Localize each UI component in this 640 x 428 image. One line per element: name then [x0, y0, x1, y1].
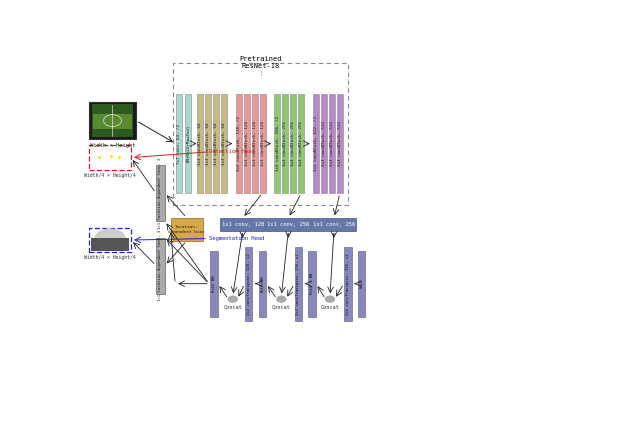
Bar [89, 228, 131, 253]
Text: 3x3 convBlock, 128: 3x3 convBlock, 128 [244, 121, 249, 166]
Bar [92, 238, 129, 251]
Bar [89, 145, 131, 170]
Bar [176, 94, 182, 193]
Bar [93, 114, 132, 129]
Bar [266, 218, 310, 231]
Bar [344, 247, 351, 321]
Text: ResNet-18: ResNet-18 [241, 63, 280, 69]
Text: 1×1 location-dependent Conv, 3: 1×1 location-dependent Conv, 3 [158, 230, 163, 301]
Bar [156, 165, 165, 221]
Bar [358, 251, 365, 317]
Bar [245, 247, 252, 321]
Bar [291, 94, 296, 193]
Text: location-
dependent bias: location- dependent bias [168, 225, 205, 234]
Text: Concat: Concat [223, 305, 242, 309]
Bar [252, 94, 257, 193]
Bar [173, 63, 348, 205]
Circle shape [277, 296, 286, 302]
Text: 2x2 convTranspose, 128, x2: 2x2 convTranspose, 128, x2 [246, 253, 251, 315]
Text: BN+ReLU+MaxPool: BN+ReLU+MaxPool [186, 125, 190, 162]
Bar [92, 104, 133, 137]
Bar [236, 94, 242, 193]
Bar [321, 94, 327, 193]
Bar [156, 238, 165, 294]
Circle shape [326, 296, 335, 302]
Bar [282, 94, 288, 193]
Text: 3x3 convBlock, 256: 3x3 convBlock, 256 [300, 121, 303, 166]
Bar [197, 94, 203, 193]
Text: 3x3 convBlock, 128, /2: 3x3 convBlock, 128, /2 [237, 116, 241, 171]
Text: 1x1 conv, 128: 1x1 conv, 128 [221, 222, 264, 227]
Text: 3x3 convBlock, 256: 3x3 convBlock, 256 [291, 121, 295, 166]
Bar [170, 218, 203, 241]
Bar [313, 94, 319, 193]
Text: Concat: Concat [321, 305, 339, 309]
Text: Width/4 × Height/4: Width/4 × Height/4 [84, 255, 136, 260]
Circle shape [228, 296, 237, 302]
Text: Segmentation Head: Segmentation Head [209, 236, 264, 241]
Text: ReLU + BN: ReLU + BN [310, 273, 314, 294]
Text: 7x7 conv, 64, /2: 7x7 conv, 64, /2 [177, 124, 181, 163]
Text: 3x3 convBlock, 64: 3x3 convBlock, 64 [222, 122, 226, 165]
Bar [213, 94, 219, 193]
Text: Concat: Concat [272, 305, 291, 309]
Text: 3x3 convBlock, 512: 3x3 convBlock, 512 [338, 121, 342, 166]
Text: 3x3 convBlock, 64: 3x3 convBlock, 64 [206, 122, 210, 165]
Bar [298, 94, 304, 193]
Bar [308, 251, 316, 317]
Text: ReLU: ReLU [360, 279, 364, 288]
Wedge shape [94, 229, 125, 239]
Bar [337, 94, 343, 193]
Text: Pretrained: Pretrained [239, 56, 282, 62]
Text: 1x1 conv, 256: 1x1 conv, 256 [313, 222, 355, 227]
Text: 1x1 conv, 256: 1x1 conv, 256 [267, 222, 310, 227]
Text: 3x3 convBlock, 512: 3x3 convBlock, 512 [330, 121, 334, 166]
Text: Width/4 × Height/4: Width/4 × Height/4 [84, 173, 136, 178]
Bar [260, 94, 266, 193]
Bar [221, 94, 227, 193]
Bar [205, 94, 211, 193]
Text: ReLU BN: ReLU BN [212, 275, 216, 292]
Text: 2x2 convTranspose, 256, x2: 2x2 convTranspose, 256, x2 [296, 253, 300, 315]
Text: ReLU+BN: ReLU+BN [260, 275, 264, 292]
Text: 3x3 convBlock, 512: 3x3 convBlock, 512 [322, 121, 326, 166]
Bar [259, 251, 266, 317]
Bar [329, 94, 335, 193]
Text: Detection Head: Detection Head [209, 149, 255, 155]
Text: 3x3 convBlock, 256, /2: 3x3 convBlock, 256, /2 [275, 116, 280, 171]
Text: 1×1 location-dependent Conv, 3: 1×1 location-dependent Conv, 3 [158, 158, 163, 229]
Bar [210, 251, 218, 317]
Text: Width × Height: Width × Height [90, 143, 135, 148]
Bar [244, 94, 250, 193]
Text: 3x3 convBlock, 512, /2: 3x3 convBlock, 512, /2 [314, 116, 318, 171]
Bar [275, 94, 280, 193]
Bar [185, 94, 191, 193]
Bar [294, 247, 302, 321]
Text: 3x3 convBlock, 128: 3x3 convBlock, 128 [260, 121, 264, 166]
Text: 3x3 convBlock, 256: 3x3 convBlock, 256 [284, 121, 287, 166]
Bar [220, 218, 265, 231]
Bar [89, 102, 136, 139]
Text: 3x3 convBlock, 128: 3x3 convBlock, 128 [253, 121, 257, 166]
Text: 3x3 convBlock, 64: 3x3 convBlock, 64 [198, 122, 202, 165]
Text: 3x3 convBlock, 64: 3x3 convBlock, 64 [214, 122, 218, 165]
Text: 2x2 convTranspose, 256, x2: 2x2 convTranspose, 256, x2 [346, 253, 350, 315]
Bar [312, 218, 356, 231]
